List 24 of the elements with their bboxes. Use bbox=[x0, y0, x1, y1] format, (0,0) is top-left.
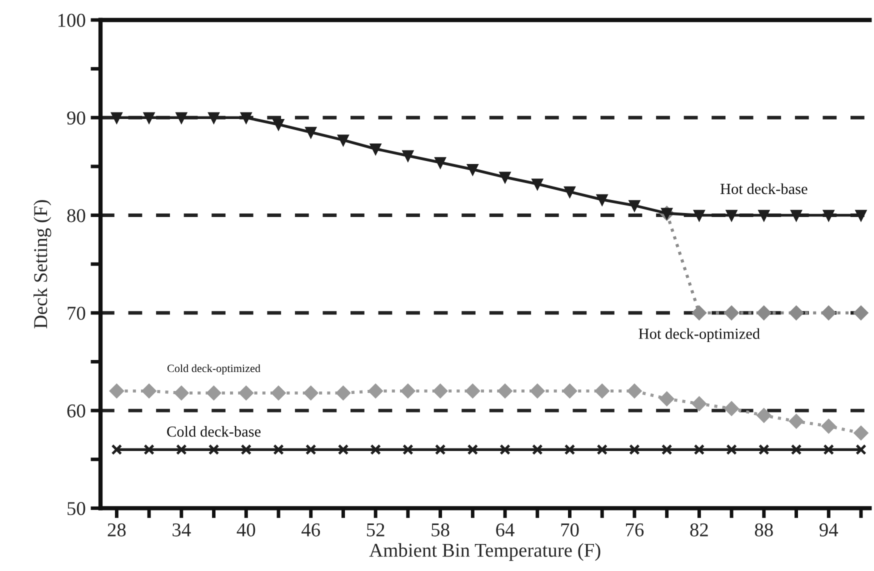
series-label: Hot deck-optimized bbox=[638, 328, 760, 342]
x-tick-label: 76 bbox=[626, 523, 644, 536]
x-tick-label: 52 bbox=[366, 523, 384, 536]
y-tick-label: 50 bbox=[68, 502, 86, 516]
x-tick-label: 88 bbox=[754, 523, 773, 536]
x-tick-label: 64 bbox=[496, 523, 514, 536]
y-tick-label: 70 bbox=[68, 306, 86, 320]
series-label: Cold deck-base bbox=[167, 426, 261, 437]
y-tick-label: 90 bbox=[67, 111, 86, 125]
x-tick-label: 82 bbox=[690, 523, 708, 536]
y-tick-label: 60 bbox=[67, 404, 86, 418]
x-axis-title: Ambient Bin Temperature (F) bbox=[369, 543, 600, 561]
x-tick-label: 34 bbox=[172, 523, 191, 536]
y-tick-label: 80 bbox=[67, 209, 86, 222]
y-axis-title: Deck Setting (F) bbox=[34, 200, 52, 328]
x-tick-label: 58 bbox=[432, 523, 450, 536]
x-tick-label: 70 bbox=[561, 523, 579, 536]
series-label: Hot deck-base bbox=[720, 183, 808, 194]
x-tick-label: 28 bbox=[108, 523, 126, 536]
x-tick-label: 94 bbox=[820, 523, 838, 536]
x-tick-label: 40 bbox=[236, 523, 256, 536]
y-tick-label: 100 bbox=[58, 14, 86, 27]
x-tick-label: 46 bbox=[302, 523, 320, 536]
series-label: Cold deck-optimized bbox=[167, 364, 260, 374]
